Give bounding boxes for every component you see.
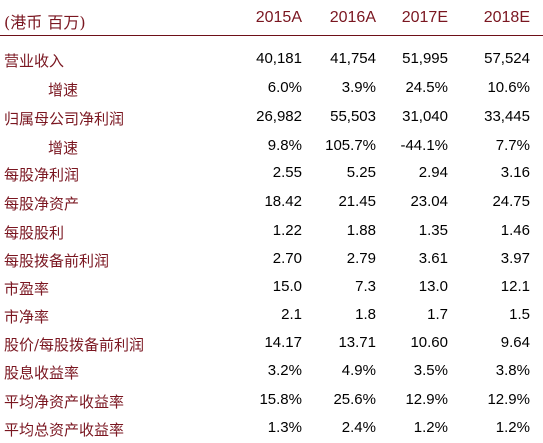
cell-value: 15.0	[272, 278, 302, 295]
cell-value: 1.7	[427, 306, 448, 323]
row-label: 营业收入	[4, 52, 65, 70]
table-row: 股价/每股拨备前利润 14.17 13.71 10.60 9.64	[0, 330, 543, 358]
table-row: 归属母公司净利润 26,982 55,503 31,040 33,445	[0, 104, 543, 132]
cell-value: 7.3	[355, 278, 376, 295]
table-row: 每股净资产 18.42 21.45 23.04 24.75	[0, 189, 543, 217]
cell-value: 3.8%	[495, 362, 530, 379]
cell-value: 6.0%	[267, 79, 302, 96]
row-label: 股价/每股拨备前利润	[4, 336, 145, 354]
cell-value: 1.35	[418, 222, 448, 239]
cell-value: 1.2%	[413, 419, 448, 436]
row-label: 平均总资产收益率	[4, 421, 125, 439]
table-row: 每股拨备前利润 2.70 2.79 3.61 3.97	[0, 246, 543, 274]
cell-value: 1.46	[500, 222, 530, 239]
cell-value: 31,040	[402, 108, 448, 125]
cell-value: 1.5	[509, 306, 530, 323]
cell-value: 2.55	[272, 164, 302, 181]
cell-value: 2.79	[346, 250, 376, 267]
cell-value: 2.70	[272, 250, 302, 267]
cell-value: 51,995	[402, 50, 448, 67]
row-label: 每股股利	[4, 224, 65, 242]
cell-value: 1.88	[346, 222, 376, 239]
row-label: 每股净资产	[4, 195, 80, 213]
cell-value: 2.1	[281, 306, 302, 323]
table-row: 平均总资产收益率 1.3% 2.4% 1.2% 1.2%	[0, 415, 543, 443]
cell-value: 25.6%	[333, 391, 376, 408]
table-row: 每股股利 1.22 1.88 1.35 1.46	[0, 218, 543, 246]
cell-value: 26,982	[256, 108, 302, 125]
row-label: 平均净资产收益率	[4, 393, 125, 411]
cell-value: 7.7%	[495, 137, 530, 154]
table-row: 平均净资产收益率 15.8% 25.6% 12.9% 12.9%	[0, 387, 543, 415]
cell-value: 12.9%	[405, 391, 448, 408]
unit-label: (港币 百万)	[4, 13, 86, 32]
cell-value: 3.2%	[267, 362, 302, 379]
row-label: 市净率	[4, 308, 50, 326]
cell-value: 57,524	[484, 50, 530, 67]
cell-value: 105.7%	[325, 137, 376, 154]
cell-value: 5.25	[346, 164, 376, 181]
table-row: 每股净利润 2.55 5.25 2.94 3.16	[0, 160, 543, 188]
cell-value: 4.9%	[341, 362, 376, 379]
cell-value: 3.97	[500, 250, 530, 267]
cell-value: 13.71	[338, 334, 376, 351]
cell-value: 3.61	[418, 250, 448, 267]
table-row: 增速 6.0% 3.9% 24.5% 10.6%	[0, 75, 543, 103]
cell-value: 1.3%	[267, 419, 302, 436]
cell-value: 18.42	[264, 193, 302, 210]
table-row: 股息收益率 3.2% 4.9% 3.5% 3.8%	[0, 358, 543, 386]
table-header: (港币 百万) 2015A 2016A 2017E 2018E	[0, 0, 543, 36]
cell-value: 33,445	[484, 108, 530, 125]
cell-value: 15.8%	[259, 391, 302, 408]
table-row: 市盈率 15.0 7.3 13.0 12.1	[0, 274, 543, 302]
cell-value: 10.6%	[487, 79, 530, 96]
cell-value: 24.75	[492, 193, 530, 210]
cell-value: 1.8	[355, 306, 376, 323]
cell-value: 12.1	[500, 278, 530, 295]
row-label: 归属母公司净利润	[4, 110, 125, 128]
year-header-2018e: 2018E	[483, 9, 530, 26]
cell-value: 9.64	[500, 334, 530, 351]
table-row: 增速 9.8% 105.7% -44.1% 7.7%	[0, 133, 543, 161]
row-label: 每股拨备前利润	[4, 252, 110, 270]
cell-value: 1.22	[272, 222, 302, 239]
cell-value: 3.5%	[413, 362, 448, 379]
cell-value: 3.9%	[341, 79, 376, 96]
cell-value: 55,503	[330, 108, 376, 125]
cell-value: 14.17	[264, 334, 302, 351]
cell-value: 2.4%	[341, 419, 376, 436]
row-label: 股息收益率	[4, 364, 80, 382]
cell-value: 12.9%	[487, 391, 530, 408]
year-header-2016a: 2016A	[329, 9, 376, 26]
table-row: 营业收入 40,181 41,754 51,995 57,524	[0, 46, 543, 74]
cell-value: 23.04	[410, 193, 448, 210]
cell-value: 13.0	[418, 278, 448, 295]
table-row: 市净率 2.1 1.8 1.7 1.5	[0, 302, 543, 330]
cell-value: 1.2%	[495, 419, 530, 436]
cell-value: 2.94	[418, 164, 448, 181]
row-label: 每股净利润	[4, 166, 80, 184]
year-header-2017e: 2017E	[401, 9, 448, 26]
year-header-2015a: 2015A	[255, 9, 302, 26]
cell-value: 10.60	[410, 334, 448, 351]
cell-value: 41,754	[330, 50, 376, 67]
cell-value: 21.45	[338, 193, 376, 210]
cell-value: 24.5%	[405, 79, 448, 96]
row-label: 增速	[48, 81, 79, 99]
cell-value: 40,181	[256, 50, 302, 67]
row-label: 增速	[48, 139, 79, 157]
row-label: 市盈率	[4, 280, 50, 298]
cell-value: -44.1%	[400, 137, 448, 154]
cell-value: 9.8%	[267, 137, 302, 154]
cell-value: 3.16	[500, 164, 530, 181]
